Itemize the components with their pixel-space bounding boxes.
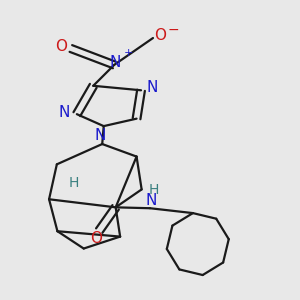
Text: −: − xyxy=(167,23,179,37)
Text: N: N xyxy=(147,80,158,95)
Text: N: N xyxy=(94,128,106,142)
Text: O: O xyxy=(90,232,102,247)
Text: N: N xyxy=(110,55,121,70)
Text: N: N xyxy=(58,105,70,120)
Text: N: N xyxy=(146,193,157,208)
Text: O: O xyxy=(154,28,166,43)
Text: H: H xyxy=(69,176,79,190)
Text: H: H xyxy=(148,183,159,197)
Text: O: O xyxy=(55,40,67,55)
Text: +: + xyxy=(124,48,133,58)
